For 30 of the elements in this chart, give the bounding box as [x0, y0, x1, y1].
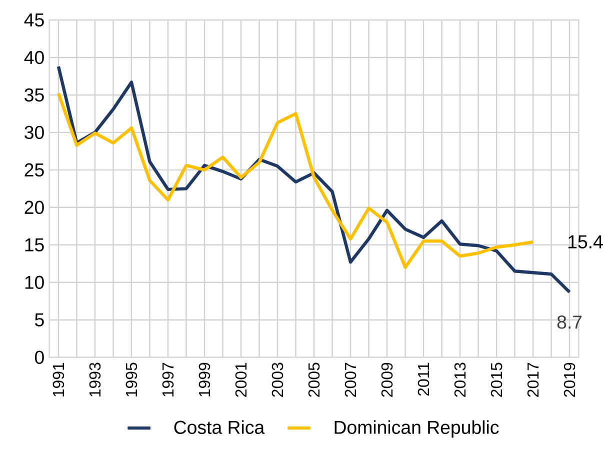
- y-tick-label: 45: [24, 13, 44, 27]
- y-tick-label: 10: [25, 276, 44, 289]
- x-tick-label: 1997: [162, 362, 174, 396]
- x-tick-label: 2013: [454, 362, 466, 397]
- x-tick-label: 1991: [52, 362, 64, 396]
- x-tick-label: 2011: [418, 362, 430, 396]
- y-tick-label: 20: [24, 200, 44, 214]
- x-tick-label: 2001: [235, 362, 247, 397]
- x-tick-label: 1993: [89, 362, 101, 396]
- y-tick-label: 40: [24, 50, 44, 64]
- y-tick-label: 35: [24, 88, 44, 102]
- x-tick-label: 2007: [344, 362, 356, 397]
- legend-label: Costa Rica: [174, 420, 265, 434]
- annotation: 15.4: [568, 235, 603, 248]
- x-tick-label: 2005: [308, 362, 320, 397]
- y-tick-label: 30: [24, 126, 44, 140]
- annotation: 8.7: [557, 315, 582, 329]
- x-tick-label: 1995: [126, 362, 138, 396]
- y-tick-label: 25: [24, 163, 44, 177]
- x-tick-label: 2015: [490, 362, 502, 397]
- x-tick-label: 2019: [564, 362, 576, 397]
- x-tick-label: 2009: [381, 362, 393, 397]
- y-tick-label: 5: [34, 313, 44, 326]
- x-tick-label: 2017: [527, 362, 539, 397]
- x-tick-label: 2003: [272, 362, 284, 397]
- y-tick-label: 15: [25, 238, 44, 252]
- line-series: [56, 92, 535, 269]
- legend-label: Dominican Republic: [334, 420, 499, 438]
- y-tick-label: 0: [34, 350, 44, 364]
- x-tick-label: 1999: [198, 362, 210, 396]
